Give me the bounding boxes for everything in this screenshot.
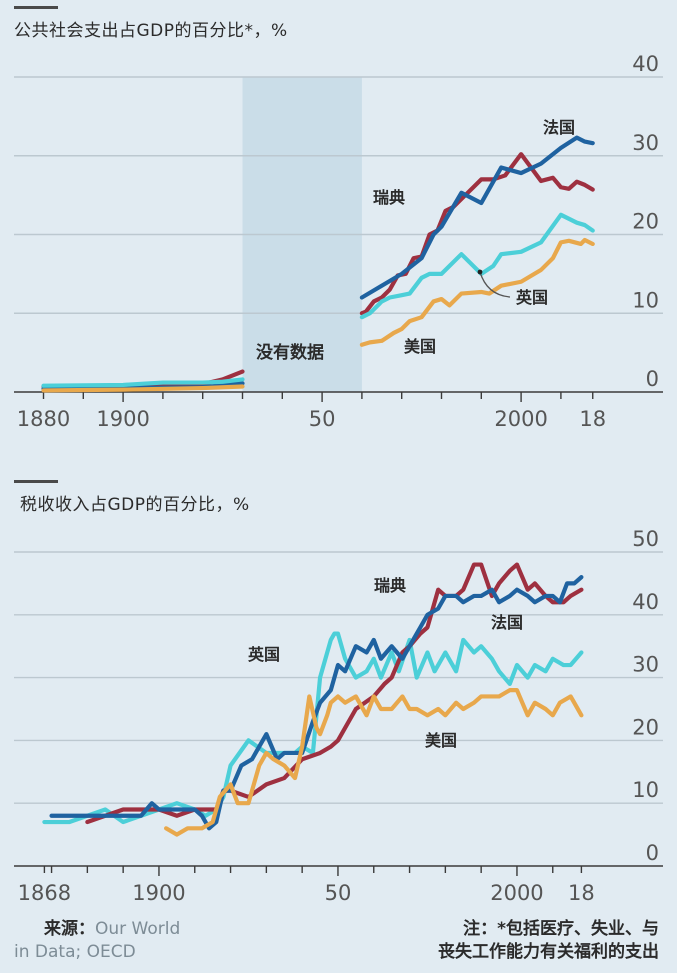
series-line-america-0 — [164, 688, 584, 837]
x-tick-label-1900: 1900 — [96, 407, 149, 431]
y-tick-label-20: 20 — [632, 210, 659, 234]
label-france: 法国 — [491, 613, 523, 632]
label-america: 美国 — [404, 337, 436, 356]
y-tick-label-50: 50 — [632, 527, 659, 551]
chart1-title: 公共社会支出占GDP的百分比*，% — [14, 21, 288, 41]
chart2-tax-revenue: 0 10 20 30 40 50 1868 1900 50 2000 18 瑞典 法国 英国 美国 — [14, 527, 663, 905]
series-line-america-1 — [359, 237, 595, 347]
y-tick-label-30: 30 — [632, 653, 659, 677]
label-france: 法国 — [543, 118, 575, 137]
chart1-title-rule — [14, 6, 58, 9]
footnote-line2: 丧失工作能力有关福利的支出 — [438, 942, 659, 962]
footnote-line1: 注：*包括医疗、失业、与 — [463, 919, 659, 939]
series-line-sweden-1 — [359, 152, 595, 316]
x-tick-label-2000: 2000 — [494, 407, 547, 431]
y-tick-label-40: 40 — [632, 52, 659, 76]
label-sweden: 瑞典 — [373, 188, 405, 207]
chart2-title: 税收收入占GDP的百分比，% — [20, 495, 250, 515]
chart1-social-spending: 0 10 20 30 40 1880 1900 50 2000 18 法国 瑞典 英国 美国 没… — [14, 52, 663, 431]
source-line1: Our World — [95, 919, 181, 939]
label-sweden: 瑞典 — [374, 576, 406, 595]
source: 来源：Our World in Data; OECD — [14, 918, 180, 964]
series-line-britain-1 — [359, 212, 595, 320]
y-tick-label-10: 10 — [632, 778, 659, 802]
x-tick-label-2000: 2000 — [490, 881, 543, 905]
britain-pointer-dot — [477, 269, 483, 275]
label-britain: 英国 — [515, 288, 548, 307]
no-data-label: 没有数据 — [256, 342, 324, 363]
x-tick-label-1880: 1880 — [17, 407, 70, 431]
y-tick-label-0: 0 — [646, 367, 659, 391]
x-tick-label-2018: 18 — [568, 881, 595, 905]
y-tick-label-30: 30 — [632, 131, 659, 155]
source-line2: in Data; OECD — [14, 942, 136, 962]
x-tick-label-1950: 50 — [309, 407, 336, 431]
x-tick-label-1950: 50 — [325, 881, 352, 905]
chart2-title-rule — [14, 480, 58, 483]
footnote: 注：*包括医疗、失业、与 丧失工作能力有关福利的支出 — [438, 918, 659, 964]
series-line-sweden-0 — [85, 562, 584, 825]
series-line-britain-0 — [41, 377, 245, 388]
series-line-france-1 — [359, 135, 595, 300]
series-line-france-0 — [49, 575, 584, 831]
x-tick-label-1900: 1900 — [132, 881, 185, 905]
series-line-america-0 — [41, 384, 245, 393]
y-tick-label-40: 40 — [632, 590, 659, 614]
x-tick-label-1868: 1868 — [18, 881, 71, 905]
y-tick-label-10: 10 — [632, 288, 659, 312]
source-key: 来源： — [44, 919, 95, 939]
label-britain: 英国 — [247, 645, 280, 664]
britain-pointer-line — [479, 271, 511, 298]
label-america: 美国 — [425, 731, 457, 750]
x-tick-label-2018: 18 — [579, 407, 606, 431]
y-tick-label-0: 0 — [646, 841, 659, 865]
y-tick-label-20: 20 — [632, 715, 659, 739]
